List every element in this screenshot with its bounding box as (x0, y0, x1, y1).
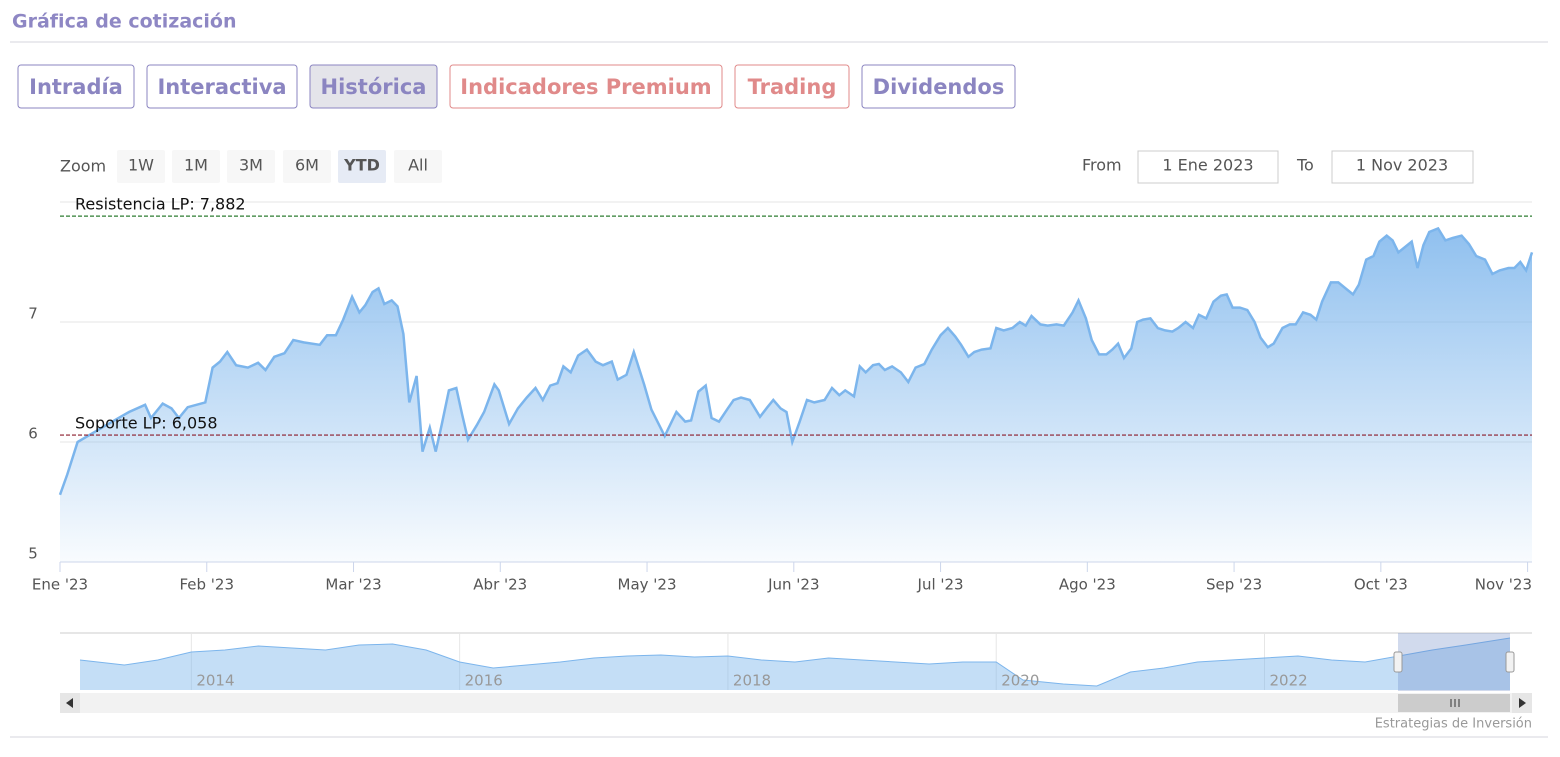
zoom-button-label[interactable]: All (408, 156, 428, 175)
navigator-selection[interactable] (1398, 633, 1510, 691)
from-label: From (1082, 156, 1122, 175)
navigator-handle[interactable] (1505, 651, 1515, 673)
x-tick-label: Ene '23 (32, 576, 88, 594)
x-tick-label: Abr '23 (473, 576, 527, 594)
annotation-label: Resistencia LP: 7,882 (75, 195, 246, 214)
scrollbar-track[interactable] (60, 693, 1532, 713)
zoom-button-label[interactable]: 3M (239, 156, 263, 175)
scroll-thumb[interactable] (1398, 694, 1510, 712)
tab[interactable] (309, 64, 438, 109)
navigator-year: 2014 (196, 672, 234, 690)
tab-label[interactable]: Trading (748, 75, 837, 99)
header-title: Gráfica de cotización (12, 11, 237, 33)
navigator-year: 2020 (1001, 672, 1039, 690)
zoom-button-label[interactable]: 6M (295, 156, 319, 175)
scroll-grip (1450, 699, 1460, 707)
x-tick-label: Jul '23 (917, 576, 964, 594)
from-input[interactable] (1137, 150, 1279, 184)
zoom-button[interactable] (227, 150, 275, 183)
scroll-right-arrow (1519, 698, 1526, 708)
area-fill (60, 228, 1532, 562)
zoom-button-label[interactable]: 1W (128, 156, 154, 175)
tab-label[interactable]: Indicadores Premium (460, 75, 711, 99)
zoom-button[interactable] (338, 150, 386, 183)
zoom-button[interactable] (172, 150, 220, 183)
x-tick-label: Nov '23 (1475, 576, 1532, 594)
navigator-year: 2016 (465, 672, 503, 690)
zoom-button[interactable] (394, 150, 442, 183)
zoom-button[interactable] (283, 150, 331, 183)
zoom-button-label[interactable]: 1M (184, 156, 208, 175)
zoom-button-label[interactable]: YTD (343, 156, 380, 175)
x-tick-label: Sep '23 (1206, 576, 1262, 594)
to-input[interactable] (1331, 150, 1474, 184)
navigator: 2014 2016 2018 2020 2022 (79, 633, 1511, 690)
tab[interactable] (146, 64, 298, 109)
to-value[interactable]: 1 Nov 2023 (1356, 156, 1448, 175)
x-tick-label: Oct '23 (1354, 576, 1408, 594)
tab[interactable] (861, 64, 1016, 109)
navigator-year: 2022 (1270, 672, 1308, 690)
scroll-left-arrow (66, 698, 73, 708)
navigator-year: 2018 (733, 672, 771, 690)
x-tick-label: May '23 (618, 576, 677, 594)
from-value[interactable]: 1 Ene 2023 (1162, 156, 1253, 175)
annotation-label: Soporte LP: 6,058 (75, 414, 218, 433)
area-fill (80, 638, 1510, 690)
price-line (58, 226, 1534, 496)
zoom-button[interactable] (117, 150, 165, 183)
x-tick-label: Mar '23 (325, 576, 381, 594)
y-tick-label: 6 (28, 425, 38, 443)
price-chart: 5 6 7 Ene '23 Feb '23 Mar '23 Abr '23 May '23 Ju… (28, 195, 1534, 594)
tab[interactable] (734, 64, 850, 109)
price-line (79, 637, 1511, 687)
x-tick-label: Feb '23 (179, 576, 234, 594)
navigator-handle[interactable] (1393, 651, 1403, 673)
credit: Estrategias de Inversión (1375, 717, 1532, 732)
zoom-label: Zoom (60, 157, 106, 176)
y-tick-label: 5 (28, 545, 38, 563)
x-tick-label: Jun '23 (767, 576, 819, 594)
tab[interactable] (449, 64, 723, 109)
tab-label[interactable]: Interactiva (157, 75, 286, 99)
to-label: To (1296, 156, 1314, 175)
x-tick-label: Ago '23 (1059, 576, 1116, 594)
tab-label[interactable]: Histórica (321, 75, 427, 99)
tab-label[interactable]: Intradía (29, 75, 123, 99)
y-tick-label: 7 (28, 305, 38, 323)
tab[interactable] (17, 64, 135, 109)
tab-label[interactable]: Dividendos (873, 75, 1005, 99)
